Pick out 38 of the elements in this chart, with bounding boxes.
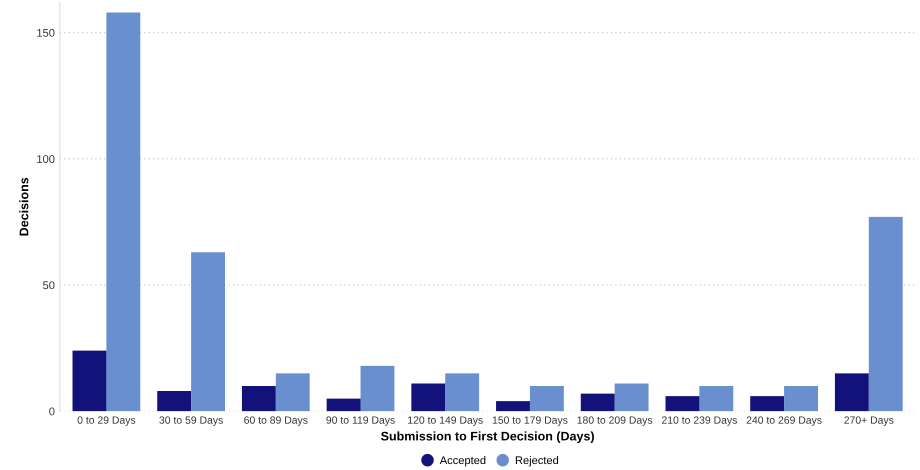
y-tick-label: 100: [37, 155, 55, 163]
y-tick-label: 150: [37, 28, 55, 37]
bar: [784, 386, 818, 412]
bar: [614, 383, 649, 412]
bar: [665, 396, 700, 412]
x-tick-label: 240 to 269 Days: [746, 416, 822, 426]
bar: [326, 398, 361, 412]
y-axis-title: Decisions: [19, 178, 28, 236]
bar: [191, 252, 225, 412]
x-tick-label: 0 to 29 Days: [78, 416, 136, 426]
bar: [157, 391, 192, 412]
bar: [834, 373, 869, 412]
x-tick-label: 30 to 59 Days: [159, 416, 223, 426]
bar: [242, 386, 276, 412]
bar: [445, 373, 480, 412]
bar: [72, 350, 106, 412]
bar: [868, 216, 903, 412]
x-tick-label: 150 to 179 Days: [492, 416, 568, 426]
bar: [699, 386, 734, 412]
x-tick-label: 60 to 89 Days: [244, 416, 308, 426]
bar: [411, 383, 446, 412]
legend-label: Rejected: [516, 456, 558, 466]
bar: [530, 386, 564, 412]
x-tick-label: 120 to 149 Days: [408, 416, 483, 426]
x-tick-label: 270+ Days: [844, 416, 894, 426]
bar: [360, 366, 394, 412]
bar: [750, 396, 784, 412]
bar: [106, 12, 140, 412]
y-tick-label: 50: [43, 281, 55, 290]
x-tick-label: 180 to 209 Days: [578, 416, 652, 426]
bar: [276, 373, 310, 412]
bar: [580, 394, 615, 412]
x-tick-label: 210 to 239 Days: [662, 416, 737, 426]
y-tick-label: 0: [49, 408, 55, 416]
bar: [496, 401, 530, 412]
legend-label: Accepted: [440, 456, 486, 466]
x-tick-label: 90 to 119 Days: [326, 416, 395, 426]
x-axis-title: Submission to First Decision (Days): [381, 431, 594, 444]
